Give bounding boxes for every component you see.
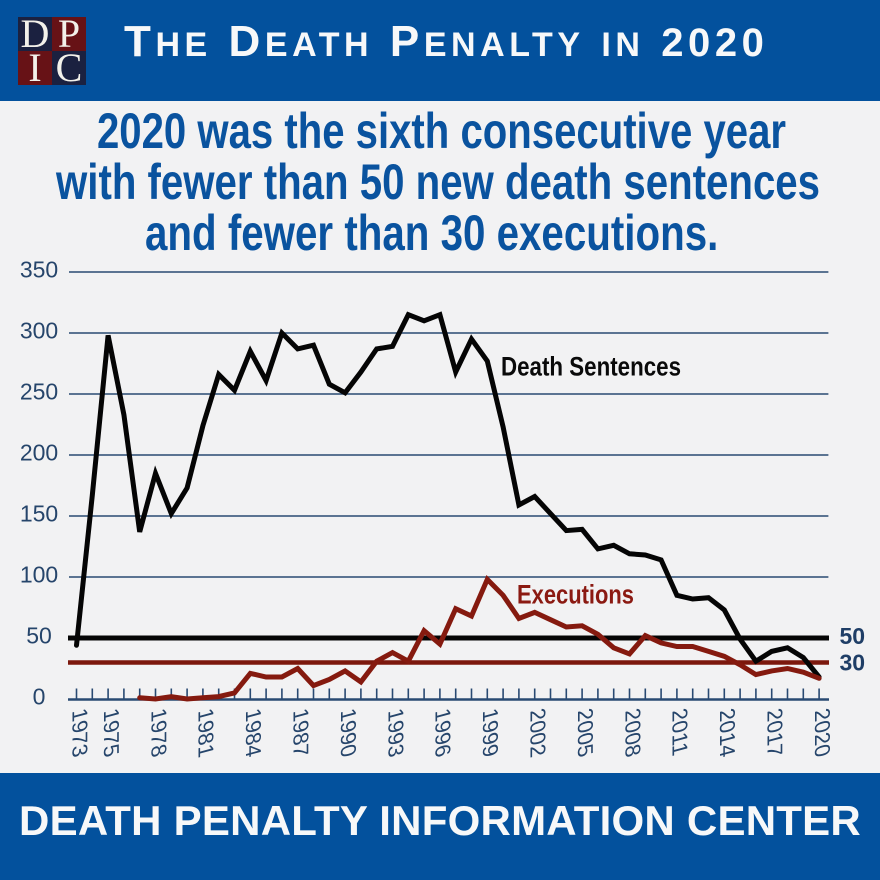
svg-text:2020: 2020 — [810, 705, 835, 759]
svg-text:2011: 2011 — [668, 705, 693, 758]
svg-text:1981: 1981 — [194, 705, 219, 759]
svg-text:30: 30 — [840, 650, 866, 676]
svg-text:1999: 1999 — [478, 705, 503, 759]
svg-text:1996: 1996 — [431, 705, 456, 759]
svg-text:2008: 2008 — [620, 705, 645, 759]
svg-text:1984: 1984 — [241, 705, 266, 759]
svg-text:0: 0 — [33, 684, 46, 710]
svg-text:Executions: Executions — [517, 580, 634, 610]
svg-text:2002: 2002 — [526, 705, 551, 759]
svg-text:Death Sentences: Death Sentences — [501, 352, 681, 382]
svg-text:250: 250 — [20, 379, 58, 405]
svg-text:350: 350 — [20, 257, 58, 283]
svg-text:1973: 1973 — [67, 705, 92, 759]
svg-text:2005: 2005 — [573, 705, 598, 759]
svg-text:50: 50 — [26, 623, 52, 649]
svg-text:300: 300 — [20, 318, 58, 344]
svg-text:1987: 1987 — [289, 705, 314, 759]
svg-text:1975: 1975 — [99, 705, 124, 759]
svg-text:1990: 1990 — [336, 705, 361, 759]
svg-text:150: 150 — [20, 501, 58, 527]
svg-text:2017: 2017 — [763, 705, 788, 759]
svg-text:100: 100 — [20, 562, 58, 588]
svg-text:1993: 1993 — [383, 705, 408, 759]
svg-text:2014: 2014 — [715, 705, 740, 759]
svg-text:200: 200 — [20, 440, 58, 466]
svg-text:1978: 1978 — [146, 705, 171, 759]
svg-text:50: 50 — [840, 623, 866, 649]
